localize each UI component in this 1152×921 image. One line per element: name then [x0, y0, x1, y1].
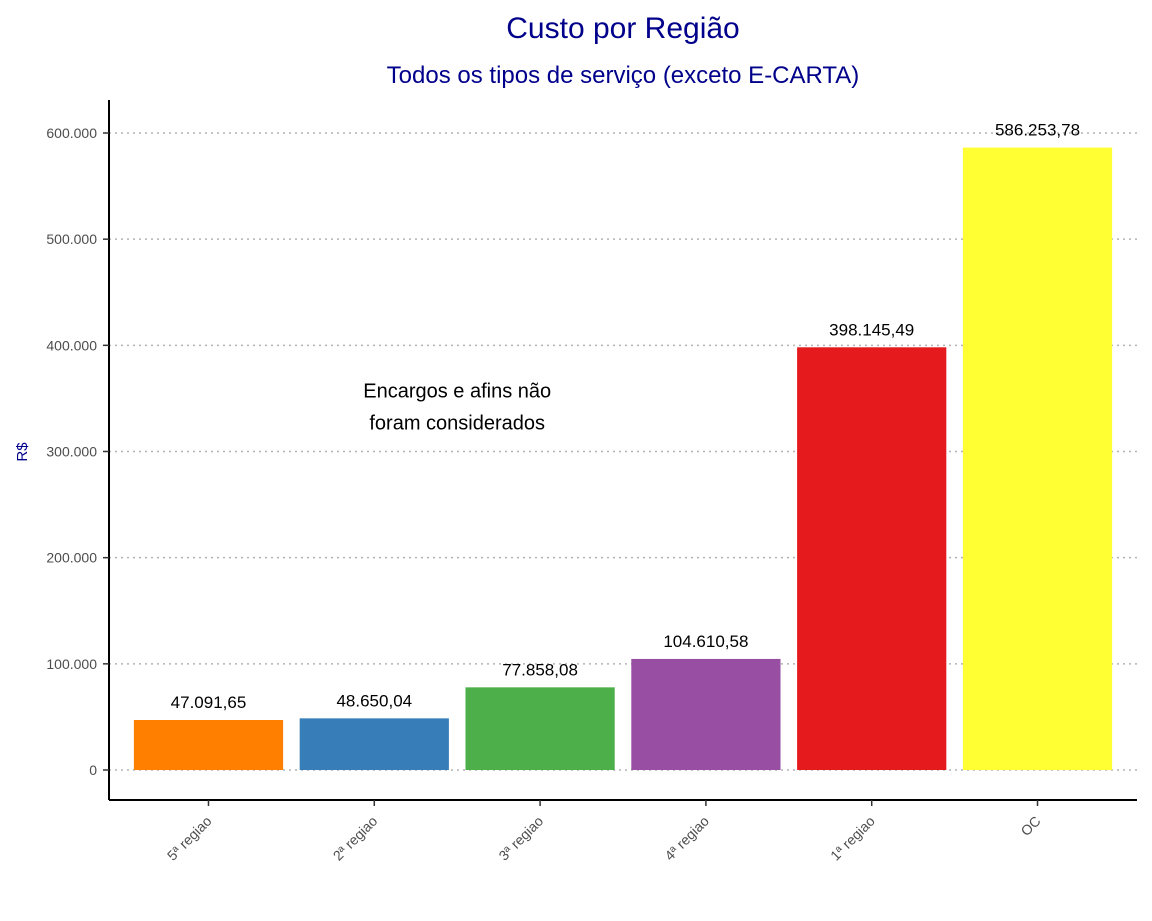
chart-subtitle: Todos os tipos de serviço (exceto E-CART…: [387, 62, 860, 89]
y-tick-label: 0: [89, 762, 97, 778]
x-tick-label: 2ª regiao: [330, 813, 381, 864]
data-label-3: 77.858,08: [502, 660, 578, 679]
bars: [133, 147, 1113, 771]
bar-1: [133, 720, 284, 770]
annotation: Encargos e afins não foram considerados: [363, 381, 551, 435]
axes: [108, 100, 1137, 801]
data-label-6: 586.253,78: [995, 121, 1080, 140]
bar-4: [631, 658, 781, 770]
x-tick-label: 4ª regiao: [661, 813, 712, 864]
data-label-4: 104.610,58: [663, 632, 748, 651]
data-label-2: 48.650,04: [336, 691, 412, 710]
x-axis-ticks: 5ª regiao 2ª regiao 3ª regiao 4ª regiao 1ª r…: [164, 800, 1044, 864]
data-label-1: 47.091,65: [171, 693, 247, 712]
annotation-line-2: foram considerados: [369, 413, 545, 435]
chart-title: Custo por Região: [506, 12, 739, 45]
y-tick-label: 300.000: [46, 444, 97, 460]
y-axis-label: R$: [14, 442, 31, 462]
bar-6: [962, 147, 1113, 771]
x-tick-label: 1ª regiao: [827, 813, 878, 864]
annotation-line-1: Encargos e afins não: [363, 381, 551, 403]
x-tick-label: OC: [1017, 813, 1043, 839]
data-label-5: 398.145,49: [829, 320, 914, 339]
y-tick-label: 500.000: [46, 231, 97, 247]
y-tick-label: 100.000: [46, 656, 97, 672]
data-labels: 47.091,65 48.650,04 77.858,08 104.610,58 398…: [171, 121, 1080, 712]
x-tick-label: 3ª regiao: [495, 813, 546, 864]
bar-5: [797, 347, 947, 770]
y-tick-label: 200.000: [46, 550, 97, 566]
bar-2: [299, 718, 449, 770]
bar-3: [465, 687, 615, 770]
y-axis-ticks: 0 100.000 200.000 300.000 400.000 500.000 600.…: [46, 125, 109, 778]
y-tick-label: 600.000: [46, 125, 97, 141]
y-tick-label: 400.000: [46, 337, 97, 353]
x-tick-label: 5ª regiao: [164, 813, 215, 864]
